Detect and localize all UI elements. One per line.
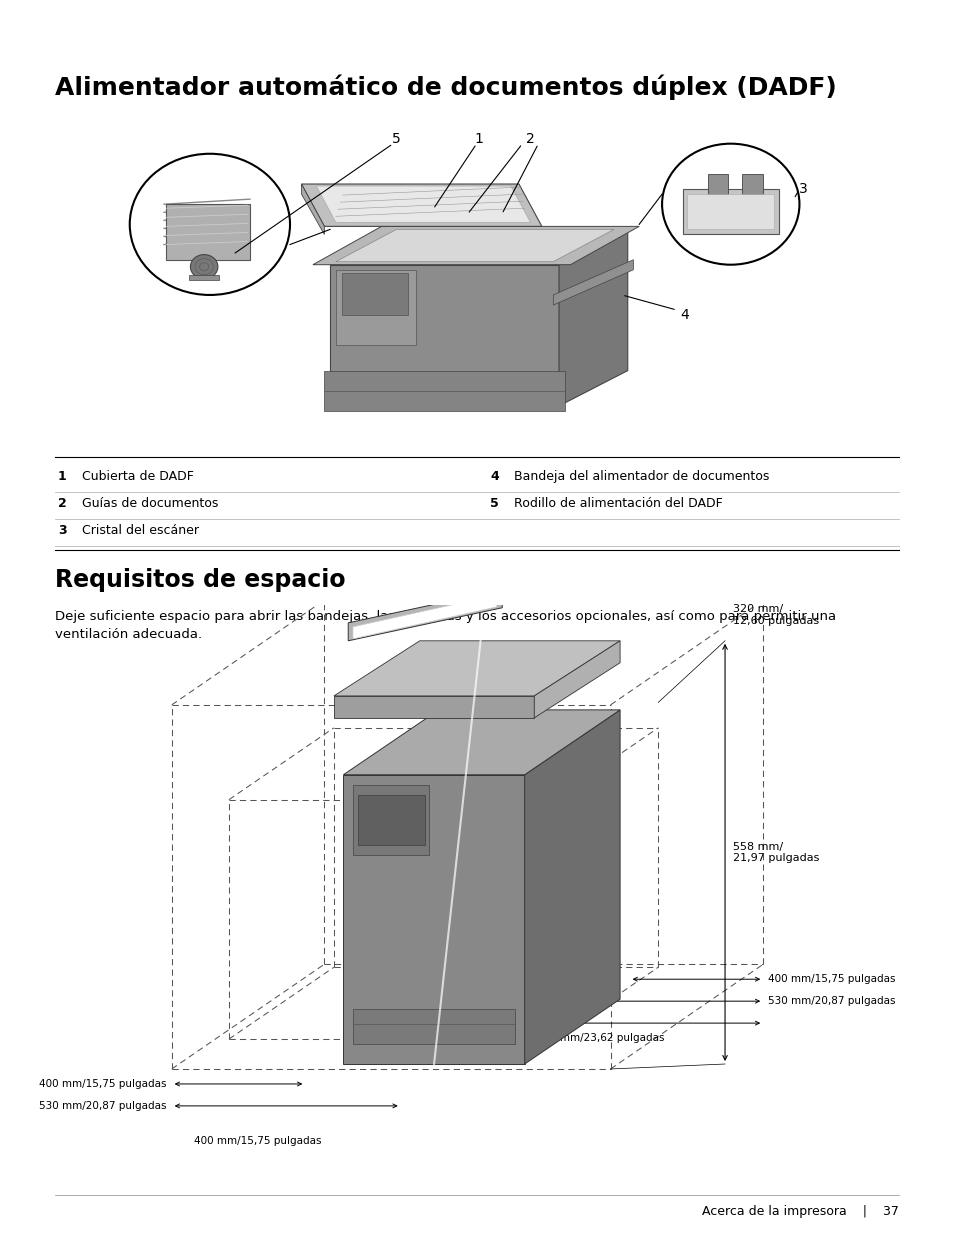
Polygon shape — [343, 774, 524, 1065]
Polygon shape — [313, 226, 639, 264]
Text: 1: 1 — [58, 471, 67, 483]
Text: 530 mm/20,87 pulgadas: 530 mm/20,87 pulgadas — [767, 997, 895, 1007]
Polygon shape — [353, 1009, 515, 1044]
Text: Guías de documentos: Guías de documentos — [82, 496, 218, 510]
Polygon shape — [741, 174, 762, 194]
Text: 4: 4 — [490, 471, 498, 483]
Text: Bandeja del alimentador de documentos: Bandeja del alimentador de documentos — [514, 471, 768, 483]
Polygon shape — [558, 230, 627, 406]
Polygon shape — [707, 174, 728, 194]
Polygon shape — [686, 194, 774, 230]
Text: 3: 3 — [58, 524, 67, 537]
Polygon shape — [330, 264, 558, 406]
Polygon shape — [316, 186, 530, 222]
Polygon shape — [348, 590, 501, 641]
Polygon shape — [334, 641, 619, 695]
Polygon shape — [341, 273, 408, 315]
Polygon shape — [357, 794, 424, 845]
Text: 5: 5 — [490, 496, 498, 510]
Polygon shape — [189, 274, 219, 280]
Text: Cubierta de DADF: Cubierta de DADF — [82, 471, 193, 483]
Polygon shape — [353, 784, 429, 855]
Polygon shape — [534, 641, 619, 718]
Polygon shape — [682, 189, 778, 235]
Circle shape — [130, 153, 290, 295]
Text: Requisitos de espacio: Requisitos de espacio — [55, 568, 345, 592]
Polygon shape — [330, 230, 627, 264]
Text: Rodillo de alimentación del DADF: Rodillo de alimentación del DADF — [514, 496, 722, 510]
Text: 558 mm/
21,97 pulgadas: 558 mm/ 21,97 pulgadas — [732, 841, 819, 863]
Text: 1: 1 — [474, 132, 483, 146]
Text: 4: 4 — [679, 308, 689, 322]
Text: 320 mm/
12,60 pulgadas: 320 mm/ 12,60 pulgadas — [732, 604, 818, 626]
Text: 600 mm/23,62 pulgadas: 600 mm/23,62 pulgadas — [537, 1032, 664, 1044]
Text: Alimentador automático de documentos dúplex (DADF): Alimentador automático de documentos dúp… — [55, 75, 836, 100]
Circle shape — [191, 254, 217, 279]
Polygon shape — [524, 710, 619, 1065]
Text: 400 mm/15,75 pulgadas: 400 mm/15,75 pulgadas — [767, 974, 895, 984]
Text: 3: 3 — [798, 182, 806, 196]
Text: 400 mm/15,75 pulgadas: 400 mm/15,75 pulgadas — [39, 1079, 167, 1089]
Polygon shape — [166, 204, 250, 259]
Text: Cristal del escáner: Cristal del escáner — [82, 524, 199, 537]
Text: 400 mm/15,75 pulgadas: 400 mm/15,75 pulgadas — [193, 1136, 321, 1146]
Polygon shape — [353, 595, 497, 638]
Text: 530 mm/20,87 pulgadas: 530 mm/20,87 pulgadas — [39, 1100, 167, 1112]
Polygon shape — [335, 230, 614, 262]
Polygon shape — [343, 710, 619, 774]
Text: 5: 5 — [392, 132, 400, 146]
Text: 2: 2 — [525, 132, 535, 146]
Polygon shape — [324, 370, 564, 411]
Circle shape — [661, 143, 799, 264]
Polygon shape — [301, 184, 541, 226]
Polygon shape — [335, 269, 416, 346]
Text: Deje suficiente espacio para abrir las bandejas, las cubiertas y los accesorios : Deje suficiente espacio para abrir las b… — [55, 610, 835, 641]
Text: Acerca de la impresora    |    37: Acerca de la impresora | 37 — [701, 1205, 898, 1218]
Polygon shape — [334, 695, 534, 718]
Polygon shape — [301, 184, 324, 235]
Text: 2: 2 — [58, 496, 67, 510]
Polygon shape — [553, 259, 633, 305]
